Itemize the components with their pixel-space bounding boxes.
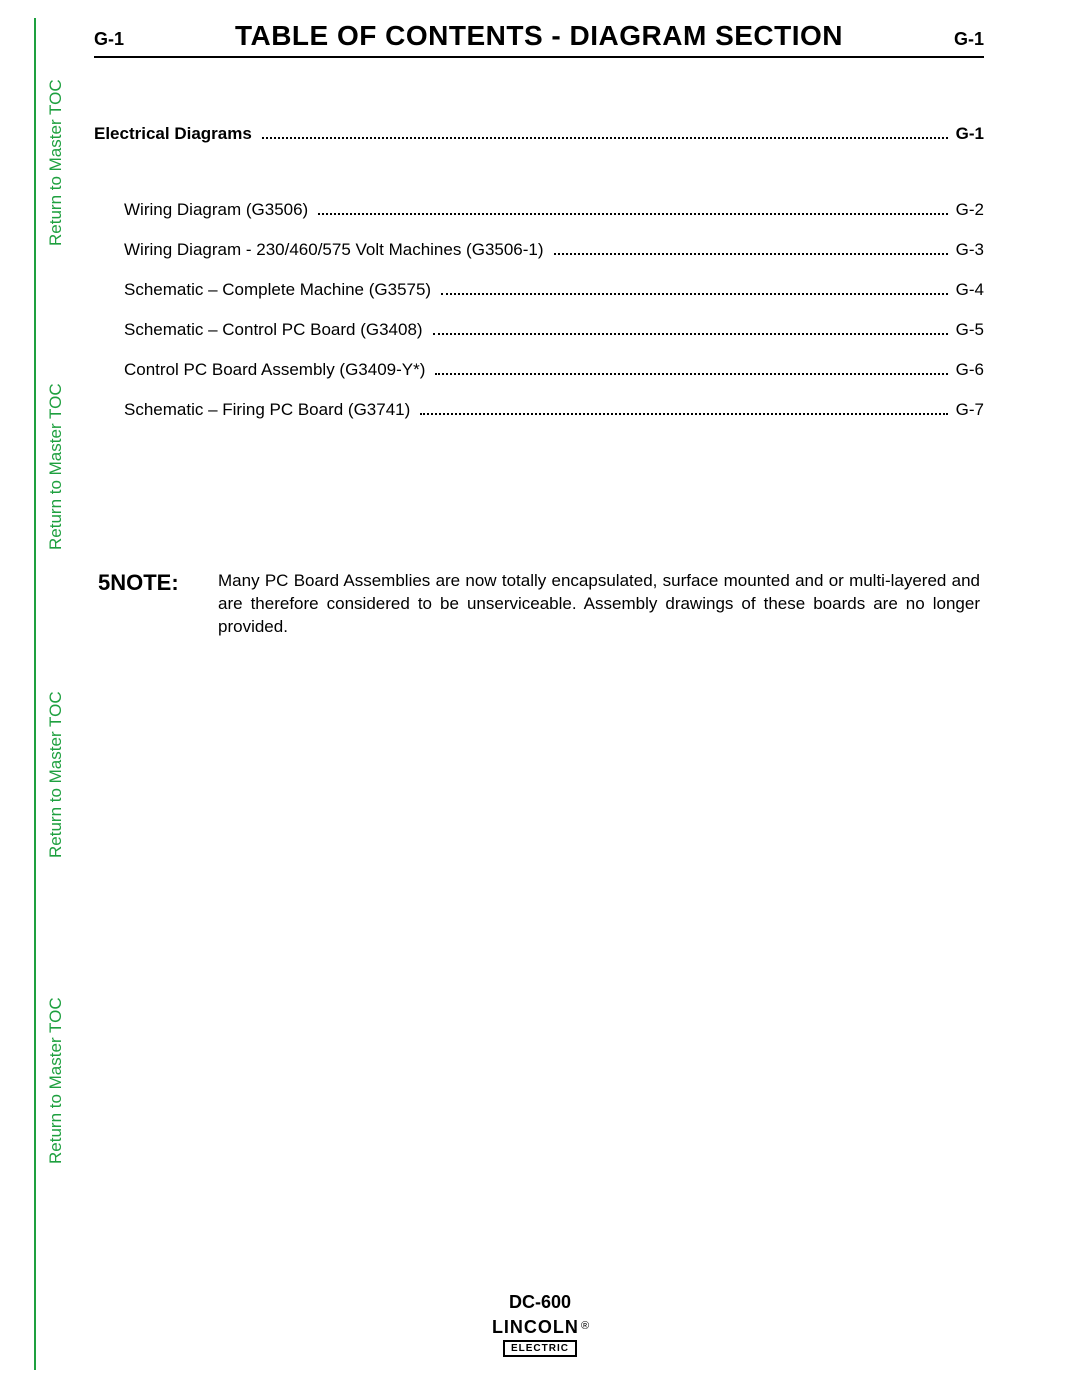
lincoln-electric-logo: LINCOLN® ELECTRIC	[492, 1317, 588, 1357]
toc-leader-dots	[441, 283, 948, 295]
toc-entry-label: Schematic – Control PC Board (G3408)	[124, 320, 429, 340]
toc-leader-dots	[420, 403, 947, 415]
toc-section-label: Electrical Diagrams	[94, 124, 258, 144]
header-left-pagecode: G-1	[94, 29, 124, 50]
toc-entry-label: Wiring Diagram - 230/460/575 Volt Machin…	[124, 240, 550, 260]
toc-section-page: G-1	[952, 124, 984, 144]
logo-text-top: LINCOLN	[492, 1317, 579, 1337]
table-of-contents: Electrical Diagrams G-1 Wiring Diagram (…	[94, 124, 984, 420]
left-border	[34, 18, 36, 1370]
toc-entry-label: Schematic – Firing PC Board (G3741)	[124, 400, 416, 420]
toc-entry-row: Wiring Diagram - 230/460/575 Volt Machin…	[94, 240, 984, 260]
toc-entry-page: G-7	[952, 400, 984, 420]
toc-leader-dots	[318, 203, 947, 215]
toc-leader-dots	[435, 363, 947, 375]
toc-entry-page: G-3	[952, 240, 984, 260]
toc-entry-row: Schematic – Control PC Board (G3408) G-5	[94, 320, 984, 340]
note-block: 5NOTE: Many PC Board Assemblies are now …	[94, 570, 984, 639]
header-right-pagecode: G-1	[954, 29, 984, 50]
toc-entry-page: G-6	[952, 360, 984, 380]
toc-entry-row: Wiring Diagram (G3506) G-2	[94, 200, 984, 220]
model-number: DC-600	[0, 1292, 1080, 1313]
return-master-toc-link[interactable]: Return to Master TOC	[46, 690, 66, 860]
note-label: 5NOTE:	[98, 570, 218, 639]
toc-entry-label: Control PC Board Assembly (G3409-Y*)	[124, 360, 431, 380]
logo-brand-name: LINCOLN®	[492, 1317, 588, 1338]
toc-section-row: Electrical Diagrams G-1	[94, 124, 984, 144]
toc-entry-page: G-4	[952, 280, 984, 300]
document-page: Return to Master TOC Return to Master TO…	[0, 0, 1080, 1397]
logo-text-bottom: ELECTRIC	[503, 1340, 577, 1357]
content-area: G-1 TABLE OF CONTENTS - DIAGRAM SECTION …	[94, 20, 984, 639]
toc-entry-page: G-5	[952, 320, 984, 340]
toc-leader-dots	[433, 323, 948, 335]
return-master-toc-link[interactable]: Return to Master TOC	[46, 996, 66, 1166]
toc-entry-row: Schematic – Complete Machine (G3575) G-4	[94, 280, 984, 300]
toc-entry-label: Wiring Diagram (G3506)	[124, 200, 314, 220]
toc-entry-row: Schematic – Firing PC Board (G3741) G-7	[94, 400, 984, 420]
toc-leader-dots	[262, 127, 948, 139]
page-title: TABLE OF CONTENTS - DIAGRAM SECTION	[235, 20, 843, 52]
return-master-toc-link[interactable]: Return to Master TOC	[46, 382, 66, 552]
return-master-toc-link[interactable]: Return to Master TOC	[46, 78, 66, 248]
toc-entry-row: Control PC Board Assembly (G3409-Y*) G-6	[94, 360, 984, 380]
toc-entry-page: G-2	[952, 200, 984, 220]
page-header: G-1 TABLE OF CONTENTS - DIAGRAM SECTION …	[94, 20, 984, 58]
registered-trademark-icon: ®	[581, 1320, 590, 1332]
note-body: Many PC Board Assemblies are now totally…	[218, 570, 980, 639]
toc-entry-label: Schematic – Complete Machine (G3575)	[124, 280, 437, 300]
page-footer: DC-600 LINCOLN® ELECTRIC	[0, 1292, 1080, 1357]
toc-leader-dots	[554, 243, 948, 255]
